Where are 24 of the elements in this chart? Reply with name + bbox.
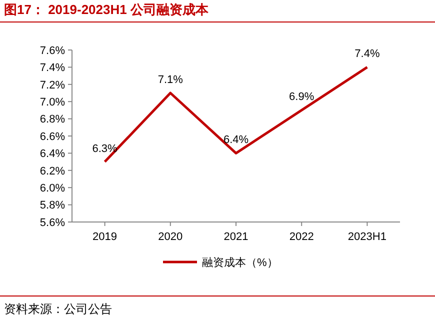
x-tick-label: 2022 — [289, 231, 314, 243]
y-tick-label: 6.8% — [40, 114, 66, 126]
data-label: 6.4% — [223, 134, 249, 146]
data-label: 7.1% — [158, 74, 184, 86]
data-label: 7.4% — [354, 48, 380, 60]
y-tick-label: 7.6% — [40, 44, 66, 57]
y-tick-label: 7.4% — [40, 62, 66, 74]
text: 资料来源：公司公告 — [4, 302, 112, 316]
y-tick-label: 6.0% — [40, 182, 66, 194]
y-tick-label: 6.6% — [40, 130, 66, 143]
y-tick-label: 5.6% — [40, 216, 66, 229]
y-tick-label: 7.0% — [40, 96, 66, 108]
y-tick-label: 6.4% — [40, 148, 66, 160]
y-tick-label: 7.2% — [40, 79, 66, 92]
y-tick-label: 5.8% — [40, 200, 66, 212]
data-label: 6.9% — [289, 91, 314, 104]
x-tick-label: 2023H1 — [348, 231, 386, 243]
x-tick-label: 2020 — [158, 231, 183, 243]
x-tick-label: 2021 — [224, 231, 248, 243]
y-tick-label: 6.2% — [40, 165, 66, 178]
chart-title: 图17： 2019-2023H1 公司融资成本 — [4, 2, 210, 17]
x-tick-label: 2019 — [92, 231, 118, 243]
legend-label: 融资成本（%） — [202, 256, 278, 269]
data-label: 6.3% — [92, 142, 118, 155]
